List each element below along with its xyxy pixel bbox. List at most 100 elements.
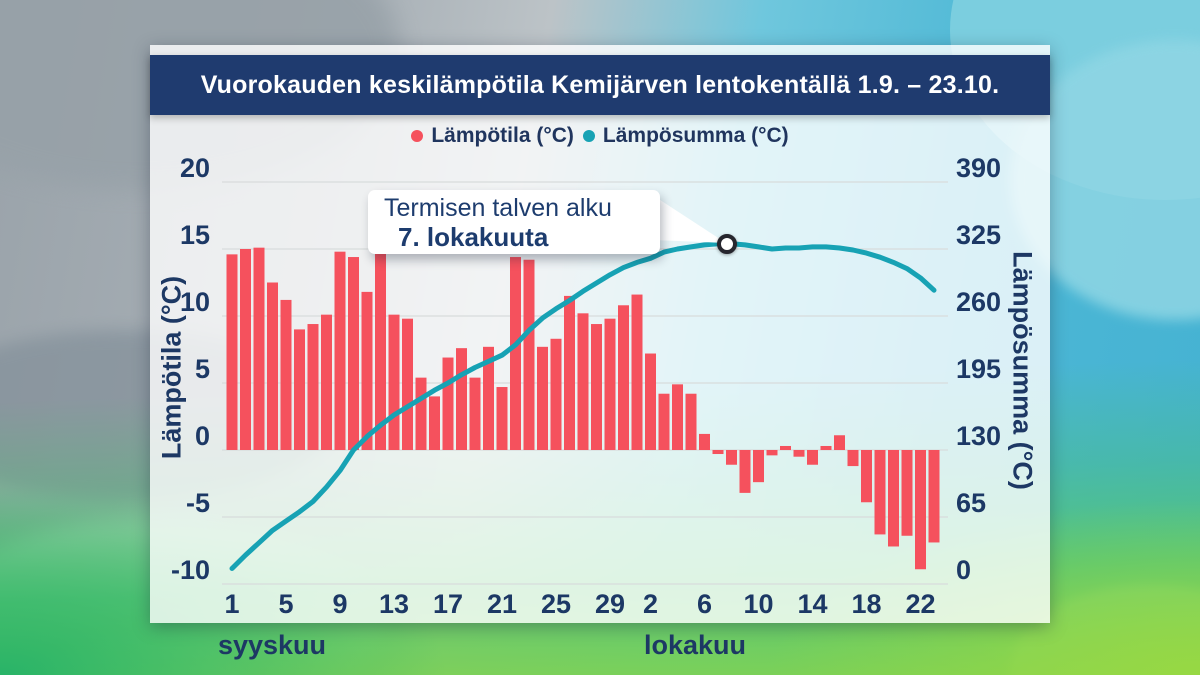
temperature-bar	[307, 324, 319, 450]
temperature-bar	[456, 348, 467, 450]
temperature-bar	[537, 346, 548, 450]
page-title: Vuorokauden keskilämpötila Kemijärven le…	[200, 70, 1000, 99]
temperature-bar	[388, 314, 400, 450]
left-axis-tick: 10	[180, 287, 210, 317]
chart-legend: Lämpötila (°C) Lämpösumma (°C)	[150, 123, 1050, 149]
legend-item-heatsum: Lämpösumma (°C)	[582, 124, 789, 148]
temperature-bar	[483, 346, 494, 450]
temperature-bar	[631, 294, 643, 450]
temperature-bar	[496, 387, 508, 450]
right-axis-tick: 390	[956, 153, 1001, 183]
month-label-october: lokakuu	[643, 630, 747, 660]
temperature-bar	[361, 291, 373, 450]
legend-label-temperature: Lämpötila (°C)	[431, 124, 574, 147]
month-label-september: syyskuu	[217, 630, 327, 660]
temperature-bar	[766, 450, 778, 456]
temperature-bar	[901, 450, 913, 536]
temperature-bar	[577, 313, 589, 450]
left-axis-tick: 5	[195, 354, 210, 384]
temperature-bar	[429, 396, 440, 450]
temperature-bar	[888, 450, 899, 547]
callout-pointer-icon	[654, 196, 726, 243]
chart-title-bar: Vuorokauden keskilämpötila Kemijärven le…	[150, 55, 1050, 115]
temperature-bar	[523, 259, 535, 450]
x-axis-tick: 13	[379, 589, 409, 619]
temperature-bar	[685, 393, 697, 450]
temperature-bar	[820, 445, 832, 450]
temperature-bar	[699, 433, 710, 450]
temperature-bar	[469, 377, 481, 450]
temperature-bar	[240, 249, 251, 450]
left-axis-tick: -10	[171, 555, 210, 585]
temperature-bar	[294, 329, 305, 450]
temperature-bar	[672, 384, 683, 450]
temperature-bar	[604, 318, 616, 450]
temperature-bar	[915, 450, 926, 570]
x-axis-tick: 17	[433, 589, 463, 619]
annotation-text: Termisen talven alku	[384, 194, 612, 222]
temperature-bar	[739, 450, 751, 493]
temperature-bar	[834, 435, 845, 450]
temperature-bar	[321, 314, 332, 450]
temperature-bar	[591, 324, 602, 450]
temperature-bar	[550, 338, 562, 450]
heatsum-dot-icon	[582, 130, 595, 142]
thermal-winter-marker	[717, 233, 737, 254]
temperature-bar	[807, 450, 818, 465]
temperature-bar	[442, 357, 454, 450]
left-axis-tick: 15	[180, 220, 210, 250]
temperature-bar	[645, 353, 656, 450]
left-axis-tick: 20	[180, 153, 210, 183]
right-axis-tick: 195	[956, 354, 1001, 384]
temperature-bar	[226, 254, 238, 450]
temperature-bar	[618, 305, 629, 450]
temperature-bar	[874, 450, 886, 535]
x-axis-tick: 9	[332, 589, 347, 619]
right-axis-tick: 0	[956, 555, 971, 585]
temperature-bar	[726, 450, 737, 465]
left-axis-tick: 0	[195, 421, 210, 451]
x-axis-tick: 18	[851, 589, 881, 619]
temperature-bar	[402, 318, 413, 450]
temperature-bar	[564, 295, 575, 450]
temperature-bar	[253, 247, 265, 450]
x-axis-tick: 5	[278, 589, 293, 619]
temperature-dot-icon	[411, 130, 424, 142]
right-axis-tick: 260	[956, 287, 1001, 317]
x-axis-tick: 1	[224, 589, 239, 619]
temperature-bar	[375, 253, 386, 450]
temperature-bar	[780, 445, 791, 450]
temperature-bar	[510, 257, 521, 450]
annotation-date: 7. lokakuuta	[398, 222, 549, 252]
temperature-bar	[793, 450, 805, 457]
x-axis-tick: 14	[797, 589, 827, 619]
temperature-bar	[267, 282, 278, 450]
heatsum-line	[229, 241, 937, 571]
temperature-bar	[348, 257, 359, 450]
x-axis-tick: 22	[905, 589, 935, 619]
right-axis-tick: 130	[956, 421, 1001, 451]
legend-label-heatsum: Lämpösumma (°C)	[602, 124, 789, 147]
x-axis-tick: 21	[487, 589, 517, 619]
temperature-bar	[847, 450, 859, 467]
temperature-bar	[280, 299, 292, 450]
temperature-bar	[712, 450, 724, 455]
temperature-bar	[928, 450, 940, 543]
callout-box: Termisen talven alku 7. lokakuuta	[368, 190, 660, 254]
x-axis-tick: 10	[743, 589, 773, 619]
x-axis-tick: 25	[541, 589, 571, 619]
left-axis-tick: -5	[186, 488, 210, 518]
x-axis-tick: 6	[697, 589, 712, 619]
x-axis-tick: 2	[643, 589, 658, 619]
temperature-bar	[753, 450, 764, 483]
temperature-bar	[415, 377, 427, 450]
temperature-bar	[334, 251, 346, 450]
temperature-bar	[658, 393, 670, 450]
thermal-winter-annotation: Termisen talven alku 7. lokakuuta	[368, 190, 740, 262]
x-axis-tick: 29	[595, 589, 625, 619]
right-axis-tick: 65	[956, 488, 986, 518]
temperature-bar	[861, 450, 872, 503]
right-axis-tick: 325	[956, 220, 1001, 250]
